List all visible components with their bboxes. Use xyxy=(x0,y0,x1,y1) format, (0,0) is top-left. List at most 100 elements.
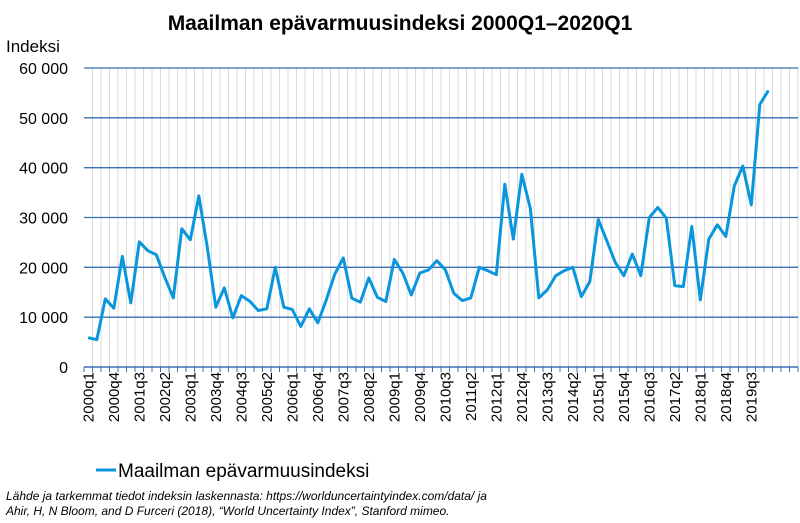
data-point xyxy=(359,301,361,303)
data-point xyxy=(640,275,642,277)
data-point xyxy=(325,299,327,301)
x-tick-label: 2002q2 xyxy=(157,372,174,422)
data-point xyxy=(750,204,752,206)
data-point xyxy=(495,274,497,276)
data-point xyxy=(504,183,506,185)
x-tick-label: 2010q3 xyxy=(437,372,454,422)
data-point xyxy=(563,270,565,272)
data-point xyxy=(529,207,531,209)
data-point xyxy=(104,298,106,300)
data-point xyxy=(393,258,395,260)
data-point xyxy=(555,275,557,277)
y-tick-label: 30 000 xyxy=(19,211,68,228)
data-point xyxy=(716,224,718,226)
y-tick-label: 60 000 xyxy=(19,61,68,78)
data-point xyxy=(376,296,378,298)
data-point xyxy=(317,322,319,324)
x-tick-label: 2018q1 xyxy=(692,372,709,422)
x-tick-label: 2006q4 xyxy=(310,372,327,422)
data-point xyxy=(410,294,412,296)
legend-label: Maailman epävarmuusindeksi xyxy=(118,461,369,482)
data-point xyxy=(402,272,404,274)
x-tick-label: 2008q2 xyxy=(361,372,378,422)
data-point xyxy=(512,238,514,240)
data-point xyxy=(155,254,157,256)
source-note-line-2: Ahir, H, N Bloom, and D Furceri (2018), … xyxy=(5,504,450,518)
data-point xyxy=(648,217,650,218)
data-point xyxy=(172,297,174,299)
data-point xyxy=(470,297,472,299)
data-point xyxy=(138,241,140,243)
data-point xyxy=(385,301,387,303)
data-point xyxy=(674,285,676,287)
x-tick-label: 2003q4 xyxy=(208,372,225,422)
data-point xyxy=(206,246,208,248)
data-point xyxy=(164,276,166,278)
x-tick-label: 2006q1 xyxy=(284,372,301,422)
x-tick-label: 2003q1 xyxy=(182,372,199,422)
data-point xyxy=(291,309,293,311)
legend: Maailman epävarmuusindeksi xyxy=(96,461,369,482)
data-point xyxy=(631,253,633,255)
data-point xyxy=(419,272,421,274)
x-tick-label: 2007q3 xyxy=(335,372,352,422)
data-point xyxy=(691,225,693,227)
horizontal-gridlines xyxy=(84,67,798,318)
data-point xyxy=(257,310,259,312)
x-tick-label: 2017q2 xyxy=(667,372,684,422)
x-tick-label: 2016q3 xyxy=(641,372,658,422)
data-point xyxy=(453,292,455,294)
data-point xyxy=(682,286,684,288)
x-tick-label: 2000q4 xyxy=(106,372,123,422)
data-point xyxy=(538,297,540,299)
data-point xyxy=(232,317,234,319)
chart-title: Maailman epävarmuusindeksi 2000Q1–2020Q1 xyxy=(168,12,633,35)
data-point xyxy=(623,275,625,277)
data-point xyxy=(240,295,242,297)
data-point xyxy=(699,299,701,301)
data-point xyxy=(223,287,225,289)
data-point xyxy=(113,307,115,309)
x-tick-label: 2015q1 xyxy=(590,372,607,422)
x-tick-label: 2014q2 xyxy=(565,372,582,422)
data-point xyxy=(274,266,276,268)
x-tick-label: 2018q4 xyxy=(718,372,735,422)
data-point xyxy=(368,277,370,279)
data-point xyxy=(487,270,489,272)
data-point xyxy=(606,240,608,242)
x-tick-labels: 2000q1 2000q4 2001q3 2002q2 2003q1 2003q4 2004… xyxy=(80,372,760,422)
data-point xyxy=(427,269,429,271)
x-tick-label: 2019q3 xyxy=(743,372,760,422)
data-point xyxy=(283,306,285,308)
data-point xyxy=(87,337,89,339)
data-point xyxy=(351,297,353,299)
data-point xyxy=(742,165,744,167)
x-tick-label: 2012q1 xyxy=(488,372,505,422)
y-tick-label: 10 000 xyxy=(19,310,68,327)
data-point xyxy=(665,217,667,219)
data-point xyxy=(708,238,710,240)
x-tick-label: 2004q3 xyxy=(233,372,250,422)
data-point xyxy=(121,255,123,257)
data-point xyxy=(589,281,591,283)
data-point xyxy=(334,273,336,275)
data-point xyxy=(266,308,268,310)
data-point xyxy=(300,325,302,327)
data-point xyxy=(444,269,446,271)
x-tick-label: 2009q4 xyxy=(412,372,429,422)
data-point xyxy=(478,266,480,268)
data-point xyxy=(189,239,191,241)
data-point xyxy=(614,261,616,263)
data-point xyxy=(436,260,438,262)
x-tick-label: 2000q1 xyxy=(80,372,97,422)
x-tick-label: 2005q2 xyxy=(259,372,276,422)
data-point xyxy=(759,104,761,106)
data-point xyxy=(215,306,217,308)
data-point xyxy=(130,302,132,304)
data-point xyxy=(521,173,523,175)
y-tick-labels: 0 10 000 20 000 30 000 40 000 50 000 60 000 xyxy=(19,61,68,377)
data-point xyxy=(181,228,183,230)
series-line xyxy=(87,89,770,342)
